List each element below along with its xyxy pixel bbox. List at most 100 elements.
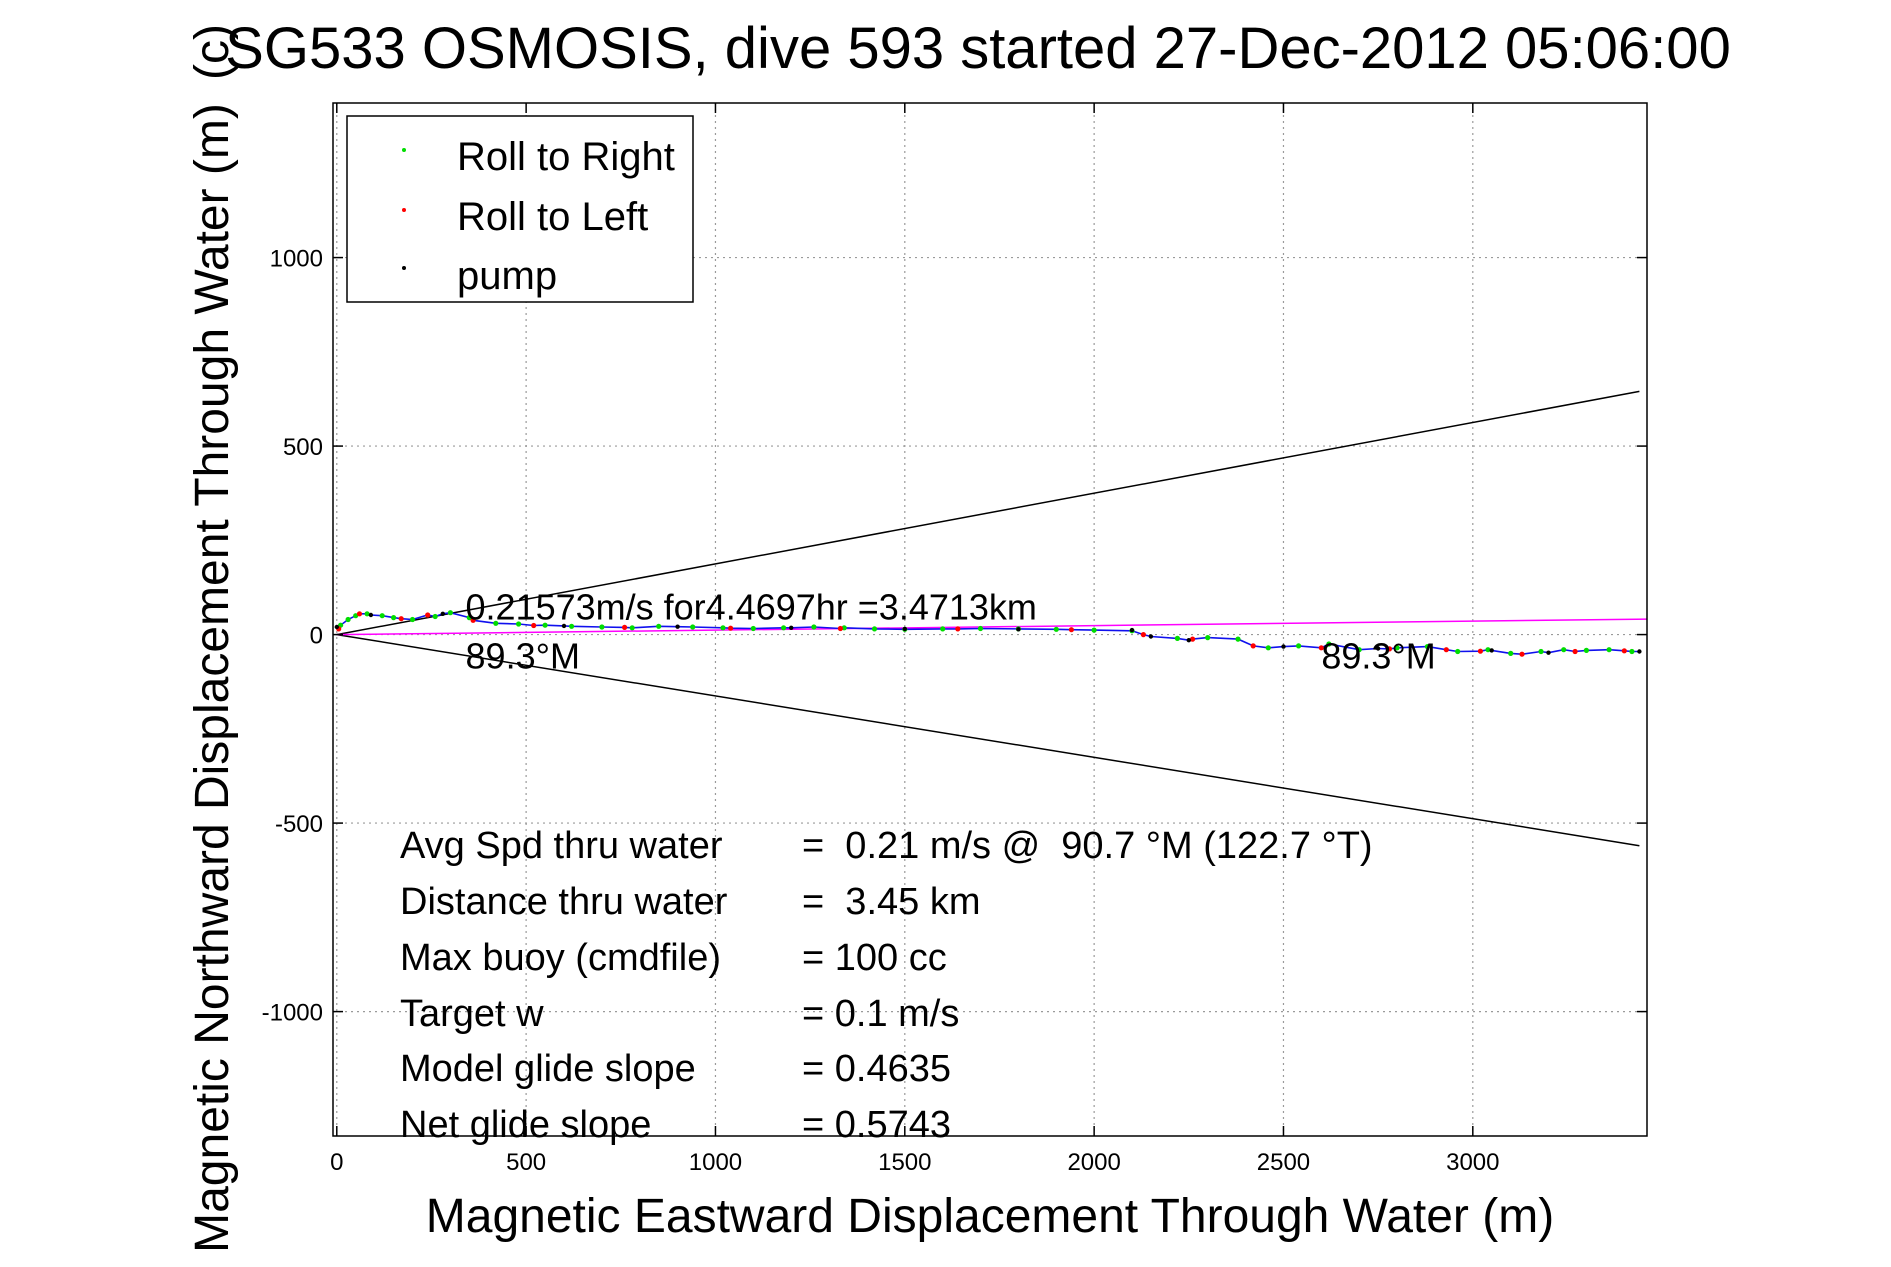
stat-value-1: = 3.45 km: [802, 881, 980, 923]
roll-to-left-point: [1068, 627, 1074, 633]
roll-to-right-point: [781, 625, 787, 631]
x-tick-label: 2000: [1067, 1149, 1120, 1176]
x-tick-label: 500: [506, 1149, 546, 1176]
roll-to-right-point: [391, 615, 397, 621]
roll-to-right-point: [447, 610, 453, 616]
annotation-speed: 0.21573m/s for4.4697hr =3.4713km: [466, 587, 1037, 628]
plot-frame: [332, 102, 1648, 1137]
pump-point: [1129, 627, 1135, 633]
roll-to-right-point: [379, 613, 385, 619]
legend-marker-roll-left: [402, 208, 406, 212]
roll-to-right-point: [599, 624, 605, 630]
x-tick-label: 1500: [878, 1149, 931, 1176]
y-tick-label: -500: [275, 811, 323, 838]
stat-label-1: Distance thru water: [400, 881, 728, 923]
legend-label-roll-right: Roll to Right: [457, 135, 675, 179]
legend-label-roll-left: Roll to Left: [457, 195, 648, 239]
pump-point: [368, 612, 374, 618]
roll-to-right-point: [750, 625, 756, 632]
roll-to-right-point: [1356, 647, 1362, 653]
roll-to-right-point: [1606, 647, 1612, 653]
chart-title: SG533 OSMOSIS, dive 593 started 27-Dec-2…: [225, 16, 1731, 81]
roll-to-right-point: [1265, 645, 1271, 651]
pump-point: [440, 611, 445, 616]
roll-to-left-point: [1318, 645, 1324, 651]
roll-to-right-point: [1583, 647, 1589, 654]
roll-to-left-point: [1477, 648, 1483, 654]
roll-to-left-point: [1140, 632, 1146, 638]
x-tick-label: 1000: [689, 1149, 742, 1176]
annotations: 0.21573m/s for4.4697hr =3.4713km 89.3°M …: [466, 587, 1436, 677]
roll-to-right-point: [493, 620, 499, 626]
roll-to-right-point: [1538, 648, 1544, 655]
stat-label-2: Max buoy (cmdfile): [400, 937, 721, 979]
annotation-heading-right: 89.3°M: [1321, 636, 1435, 677]
mean-heading-line: [336, 618, 1647, 636]
roll-to-right-point: [1091, 627, 1097, 633]
roll-to-right-point: [811, 624, 817, 630]
roll-to-right-point: [1235, 636, 1241, 642]
x-tick-label: 0: [330, 1149, 343, 1176]
pump-point: [1489, 648, 1494, 653]
roll-to-right-point: [1424, 644, 1430, 650]
x-tick-label: 2500: [1257, 1149, 1310, 1176]
roll-to-left-point: [470, 617, 476, 623]
roll-to-right-point: [1394, 645, 1400, 651]
roll-to-right-point: [466, 615, 472, 621]
pump-point: [1546, 650, 1551, 655]
stat-label-3: Target w: [400, 993, 544, 1035]
y-tick-label: 1000: [270, 246, 323, 273]
lower-bound-line: [336, 633, 1640, 847]
roll-to-left-point: [425, 612, 431, 618]
stat-value-4: = 0.4635: [802, 1048, 951, 1090]
y-tick-label: -1000: [262, 1000, 323, 1027]
pump-point: [1186, 638, 1192, 643]
roll-to-left-point: [398, 616, 404, 622]
x-axis-label: Magnetic Eastward Displacement Through W…: [426, 1190, 1554, 1243]
roll-to-right-point: [1508, 650, 1514, 657]
grid: [333, 103, 1647, 1136]
roll-to-left-point: [837, 625, 844, 632]
roll-to-right-point: [569, 623, 575, 629]
roll-to-right-point: [871, 626, 878, 632]
upper-bound-line: [336, 390, 1640, 636]
roll-to-left-point: [1190, 636, 1196, 642]
legend-marker-pump: [402, 266, 406, 270]
pump-point: [334, 624, 339, 630]
pump-point: [561, 623, 567, 629]
roll-to-right-point: [432, 613, 438, 620]
roll-to-right-point: [720, 625, 726, 631]
roll-to-right-point: [1205, 635, 1211, 641]
roll-to-right-point: [1174, 635, 1180, 642]
roll-to-right-point: [1326, 641, 1332, 647]
roll-to-right-point: [656, 623, 662, 629]
stat-value-0: = 0.21 m/s @ 90.7 °M (122.7 °T): [802, 825, 1373, 867]
roll-to-right-point: [345, 616, 351, 623]
roll-to-right-point: [364, 611, 370, 617]
roll-to-right-point: [1629, 648, 1635, 655]
roll-to-left-point: [622, 624, 628, 631]
roll-to-right-point: [690, 624, 696, 630]
stat-value-2: = 100 cc: [802, 937, 947, 979]
stat-label-0: Avg Spd thru water: [400, 825, 723, 867]
roll-to-right-point: [1296, 643, 1302, 649]
roll-to-left-point: [1250, 643, 1256, 649]
axis-ticks: 0 500 1000 1500 2000 2500 3000 -1000 -500 0 500 100…: [262, 103, 1647, 1176]
x-tick-label: 3000: [1446, 1149, 1499, 1176]
roll-to-right-point: [1053, 626, 1059, 632]
legend: Roll to Right Roll to Left pump: [346, 115, 694, 303]
pump-point: [1375, 646, 1381, 651]
pump-point: [789, 625, 794, 630]
roll-to-right-point: [977, 625, 984, 632]
roll-to-left-point: [1386, 646, 1393, 652]
roll-to-left-point: [1572, 648, 1578, 655]
roll-to-right-point: [409, 616, 416, 623]
pump-point: [1281, 644, 1286, 649]
stat-label-5: Net glide slope: [400, 1104, 651, 1146]
roll-to-right-point: [940, 626, 946, 632]
y-axis-label-overlap: (c): [186, 24, 239, 80]
series-group: [334, 390, 1647, 847]
roll-to-right-point: [542, 622, 548, 628]
